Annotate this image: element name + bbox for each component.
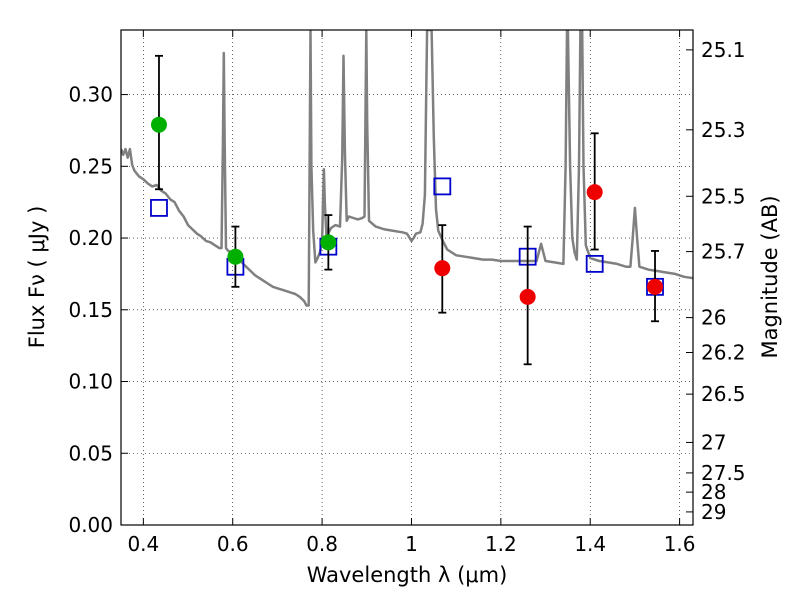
x-tick-label: 0.4: [127, 532, 159, 556]
plot-frame: [120, 29, 694, 526]
y-tick-label: 0.00: [68, 513, 113, 537]
plot-area: [121, 30, 693, 525]
y-right-tick-label: 25.7: [701, 240, 746, 264]
y-tick-label: 0.05: [68, 441, 113, 465]
y-right-tick-label: 25.1: [701, 38, 746, 62]
x-tick-label: 0.6: [217, 532, 249, 556]
y-right-tick-label: 26: [701, 306, 726, 330]
y-right-tick-label: 26.2: [701, 340, 746, 364]
y-tick-label: 0.30: [68, 83, 113, 107]
x-tick-label: 0.8: [306, 532, 338, 556]
observed-point-red: [434, 260, 451, 277]
y-right-tick-label: 26.5: [701, 382, 746, 406]
model-photometry-square: [585, 254, 604, 273]
observed-point-red: [647, 278, 664, 295]
x-tick-label: 1.2: [485, 532, 517, 556]
observed-point-red: [586, 184, 603, 201]
y-right-tick-label: 27.5: [701, 461, 746, 485]
y-tick-label: 0.15: [68, 298, 113, 322]
y-axis-right-label: Magnitude (AB): [758, 195, 782, 358]
y-right-tick-label: 25.5: [701, 184, 746, 208]
detection-point: [150, 116, 167, 133]
y-right-tick-label: 27: [701, 430, 726, 454]
model-photometry-square: [150, 199, 168, 217]
y-right-tick-label: 28: [701, 480, 726, 504]
x-axis-label: Wavelength λ (μm): [307, 563, 508, 587]
x-tick-label: 1.6: [664, 532, 696, 556]
axes: 0.4 0.6 0.8 1 1.2 1.4 1.6 0.00 0.05 0.10 0.15 0.20 0…: [68, 30, 746, 556]
model-spectrum-line: [121, 30, 693, 307]
y-axis-label: Flux Fν ( μJy ): [25, 206, 49, 349]
y-right-tick-label: 25.3: [701, 118, 746, 142]
y-tick-label: 0.25: [68, 154, 113, 178]
x-tick-label: 1.4: [574, 532, 606, 556]
y-right-tick-label: 29: [701, 500, 726, 524]
plot-layer: [121, 30, 693, 366]
detection-point: [320, 234, 337, 251]
y-tick-label: 0.20: [68, 226, 113, 250]
y-tick-label: 0.10: [68, 370, 113, 394]
observed-point-red: [519, 288, 536, 305]
model-photometry-square: [433, 177, 452, 196]
x-tick-label: 1: [405, 532, 418, 556]
detection-point: [227, 248, 244, 265]
